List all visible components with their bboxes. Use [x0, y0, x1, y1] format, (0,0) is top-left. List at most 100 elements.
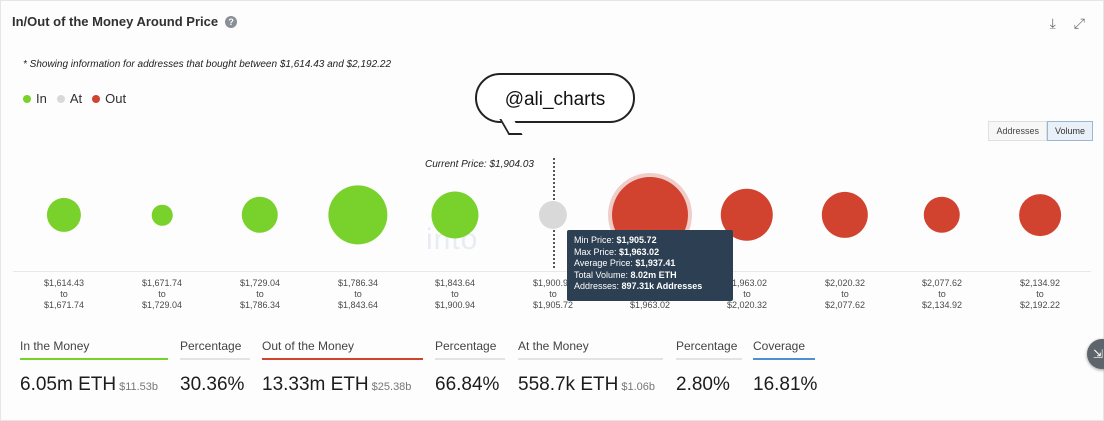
- legend-item-in[interactable]: In: [23, 91, 47, 106]
- range-connector: to: [60, 289, 68, 299]
- range-from: $1,671.74: [141, 278, 183, 288]
- plot-baseline: [13, 271, 1091, 272]
- stat-at-percentage: Percentage 2.80%: [676, 339, 742, 396]
- stat-in-money-label: In the Money: [20, 339, 168, 360]
- range-connector: to: [549, 289, 557, 299]
- cluster-bubble-5[interactable]: [431, 191, 479, 239]
- range-to: $1,786.34: [239, 300, 281, 310]
- cluster-bubble-6[interactable]: [538, 200, 568, 230]
- cluster-range-label-11: $2,134.92 to $2,192.22: [1002, 278, 1078, 311]
- range-from: $1,843.64: [434, 278, 476, 288]
- summary-stats: In the Money 6.05m ETH $11.53b Percentage…: [1, 339, 1104, 399]
- cluster-bubble-2[interactable]: [151, 204, 173, 226]
- range-connector: to: [451, 289, 459, 299]
- tooltip-avg-row: Average Price: $1,937.41: [574, 258, 676, 268]
- annotation-bubble: @ali_charts: [475, 73, 635, 123]
- range-from: $1,614.43: [43, 278, 85, 288]
- cluster-range-label-10: $2,077.62 to $2,134.92: [904, 278, 980, 311]
- range-note: * Showing information for addresses that…: [23, 59, 392, 70]
- download-icon[interactable]: ⤓: [1049, 15, 1056, 31]
- legend-item-out[interactable]: Out: [92, 91, 126, 106]
- stat-at-money: At the Money 558.7k ETH $1.06b: [518, 339, 663, 396]
- stat-coverage-value: 16.81%: [753, 374, 818, 395]
- cluster-bubble-9[interactable]: [821, 191, 869, 239]
- range-connector: to: [1036, 289, 1044, 299]
- chart-title: In/Out of the Money Around Price: [12, 14, 219, 29]
- stat-out-money-label: Out of the Money: [262, 339, 423, 360]
- side-expand-button[interactable]: ⇲: [1087, 339, 1104, 369]
- range-connector: to: [841, 289, 849, 299]
- tooltip-volume-row: Total Volume: 8.02m ETH: [574, 269, 677, 280]
- legend-label-at: At: [69, 91, 83, 106]
- cluster-range-label-6: $1,900.94 to $1,905.72: [515, 278, 591, 311]
- tooltip-addresses-row: Addresses: 897.31k Addresses: [574, 281, 703, 291]
- stat-out-percentage: Percentage 66.84%: [435, 339, 505, 396]
- stat-coverage-label: Coverage: [753, 339, 815, 360]
- stat-at-percentage-value: 2.80%: [676, 374, 730, 395]
- cluster-bubble-1[interactable]: [46, 197, 82, 233]
- cluster-range-label-1: $1,614.43 to $1,671.74: [26, 278, 102, 311]
- cluster-bubble-11[interactable]: [1019, 194, 1061, 236]
- range-from: $1,900.94: [532, 278, 574, 288]
- stat-out-percentage-label: Percentage: [435, 339, 505, 360]
- legend-dot-in: [23, 94, 31, 103]
- range-to: $1,671.74: [43, 300, 85, 310]
- cluster-range-label-2: $1,671.74 to $1,729.04: [124, 278, 200, 311]
- current-price-label: Current Price: $1,904.03: [425, 159, 534, 170]
- range-from: $1,786.34: [337, 278, 379, 288]
- range-to: $2,077.62: [824, 300, 866, 310]
- stat-in-money-value: 6.05m ETH $11.53b: [20, 374, 159, 395]
- stat-out-money-value: 13.33m ETH $25.38b: [262, 374, 412, 395]
- cluster-bubble-10[interactable]: [923, 196, 961, 234]
- range-to: $2,020.32: [726, 300, 768, 310]
- expand-icon[interactable]: ⤢: [1073, 15, 1085, 31]
- range-to: $1,900.94: [434, 300, 476, 310]
- stat-coverage: Coverage 16.81%: [753, 339, 818, 396]
- range-connector: to: [354, 289, 362, 299]
- stat-out-percentage-value: 66.84%: [435, 374, 500, 395]
- measure-toggle: Addresses Volume: [988, 121, 1093, 141]
- legend: In At Out: [23, 91, 126, 106]
- cluster-tooltip: Min Price: $1,905.72 Max Price: $1,963.0…: [567, 230, 733, 301]
- stat-in-percentage-value: 30.36%: [180, 374, 245, 395]
- help-icon[interactable]: ?: [225, 15, 238, 28]
- cluster-range-label-9: $2,020.32 to $2,077.62: [807, 278, 883, 311]
- volume-toggle-button[interactable]: Volume: [1046, 121, 1093, 141]
- range-from: $1,963.02: [726, 278, 768, 288]
- legend-label-in: In: [36, 91, 47, 106]
- legend-dot-out: [92, 94, 101, 103]
- legend-label-out: Out: [105, 91, 127, 106]
- cluster-bubble-4[interactable]: [328, 185, 388, 245]
- top-icons: ⤓ ⤢: [1050, 15, 1085, 32]
- stat-in-money: In the Money 6.05m ETH $11.53b: [20, 339, 168, 396]
- chart-title-row: In/Out of the Money Around Price ?: [12, 14, 238, 29]
- range-from: $1,729.04: [239, 278, 281, 288]
- stat-at-percentage-label: Percentage: [676, 339, 742, 360]
- cluster-range-label-4: $1,786.34 to $1,843.64: [320, 278, 396, 311]
- tooltip-max-row: Max Price: $1,963.02: [574, 246, 660, 257]
- stat-in-percentage: Percentage 30.36%: [180, 339, 250, 396]
- range-to: $1,729.04: [141, 300, 183, 310]
- cluster-bubble-3[interactable]: [241, 196, 279, 234]
- legend-item-at[interactable]: At: [56, 91, 83, 106]
- stat-out-money: Out of the Money 13.33m ETH $25.38b: [262, 339, 423, 396]
- range-to: $1,905.72: [532, 300, 574, 310]
- range-connector: to: [743, 289, 751, 299]
- stat-in-percentage-label: Percentage: [180, 339, 250, 360]
- stat-at-money-value: 558.7k ETH $1.06b: [518, 374, 655, 395]
- addresses-toggle-button[interactable]: Addresses: [988, 121, 1047, 141]
- cluster-range-label-5: $1,843.64 to $1,900.94: [417, 278, 493, 311]
- range-from: $2,020.32: [824, 278, 866, 288]
- range-to: $1,963.02: [629, 300, 671, 310]
- range-to: $2,134.92: [921, 300, 963, 310]
- range-to: $1,843.64: [337, 300, 379, 310]
- cluster-range-label-8: $1,963.02 to $2,020.32: [709, 278, 785, 311]
- range-connector: to: [158, 289, 166, 299]
- cluster-range-label-3: $1,729.04 to $1,786.34: [222, 278, 298, 311]
- tooltip-min-row: Min Price: $1,905.72: [574, 235, 657, 245]
- range-connector: to: [256, 289, 264, 299]
- range-from: $2,134.92: [1019, 278, 1061, 288]
- stat-at-money-label: At the Money: [518, 339, 663, 360]
- range-connector: to: [938, 289, 946, 299]
